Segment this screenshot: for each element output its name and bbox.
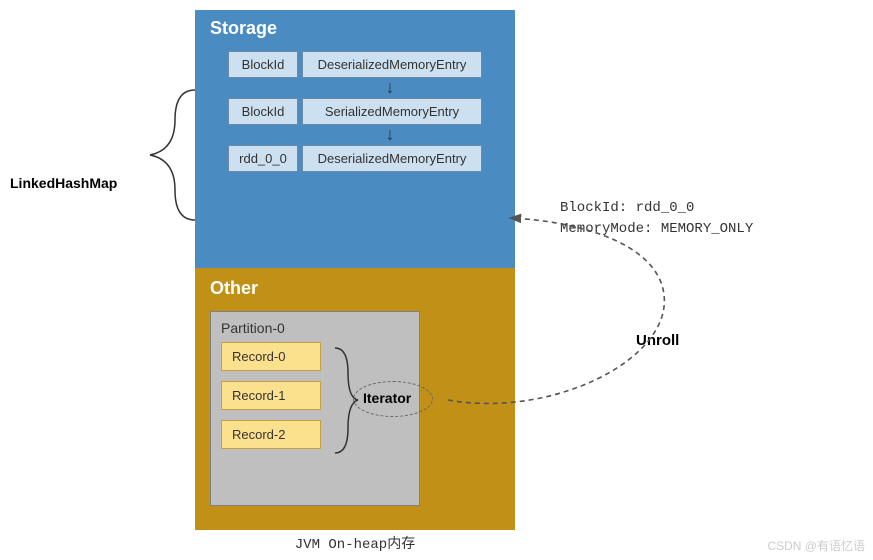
side-line2: MemoryMode: MEMORY_ONLY (560, 219, 753, 240)
other-region: Other Partition-0 Record-0 Record-1 Reco… (195, 268, 515, 530)
iterator-brace-icon (330, 343, 360, 458)
entry-row: BlockId SerializedMemoryEntry (210, 98, 500, 125)
entry-key: rdd_0_0 (228, 145, 298, 172)
record-box: Record-2 (221, 420, 321, 449)
record-box: Record-1 (221, 381, 321, 410)
diagram-container: Storage BlockId DeserializedMemoryEntry … (195, 10, 515, 530)
entry-value: SerializedMemoryEntry (302, 98, 482, 125)
entry-value: DeserializedMemoryEntry (302, 51, 482, 78)
arrow-down-icon: ↓ (210, 82, 500, 96)
linkedhashmap-label: LinkedHashMap (10, 175, 117, 191)
storage-title: Storage (210, 18, 500, 39)
iterator-label: Iterator (363, 390, 411, 406)
entry-key: BlockId (228, 98, 298, 125)
entry-value: DeserializedMemoryEntry (302, 145, 482, 172)
other-title: Other (210, 278, 500, 299)
unroll-label: Unroll (636, 332, 679, 349)
partition-title: Partition-0 (221, 320, 409, 336)
storage-region: Storage BlockId DeserializedMemoryEntry … (195, 10, 515, 268)
entry-key: BlockId (228, 51, 298, 78)
lhm-brace-icon (140, 85, 200, 225)
footer-text: JVM On-heap内存 (195, 533, 515, 553)
partition-box: Partition-0 Record-0 Record-1 Record-2 I… (210, 311, 420, 506)
side-line1: BlockId: rdd_0_0 (560, 198, 753, 219)
arrow-down-icon: ↓ (210, 129, 500, 143)
entry-row: BlockId DeserializedMemoryEntry (210, 51, 500, 78)
side-annotation: BlockId: rdd_0_0 MemoryMode: MEMORY_ONLY (560, 198, 753, 240)
record-box: Record-0 (221, 342, 321, 371)
entry-row: rdd_0_0 DeserializedMemoryEntry (210, 145, 500, 172)
watermark: CSDN @有语忆语 (767, 537, 865, 554)
